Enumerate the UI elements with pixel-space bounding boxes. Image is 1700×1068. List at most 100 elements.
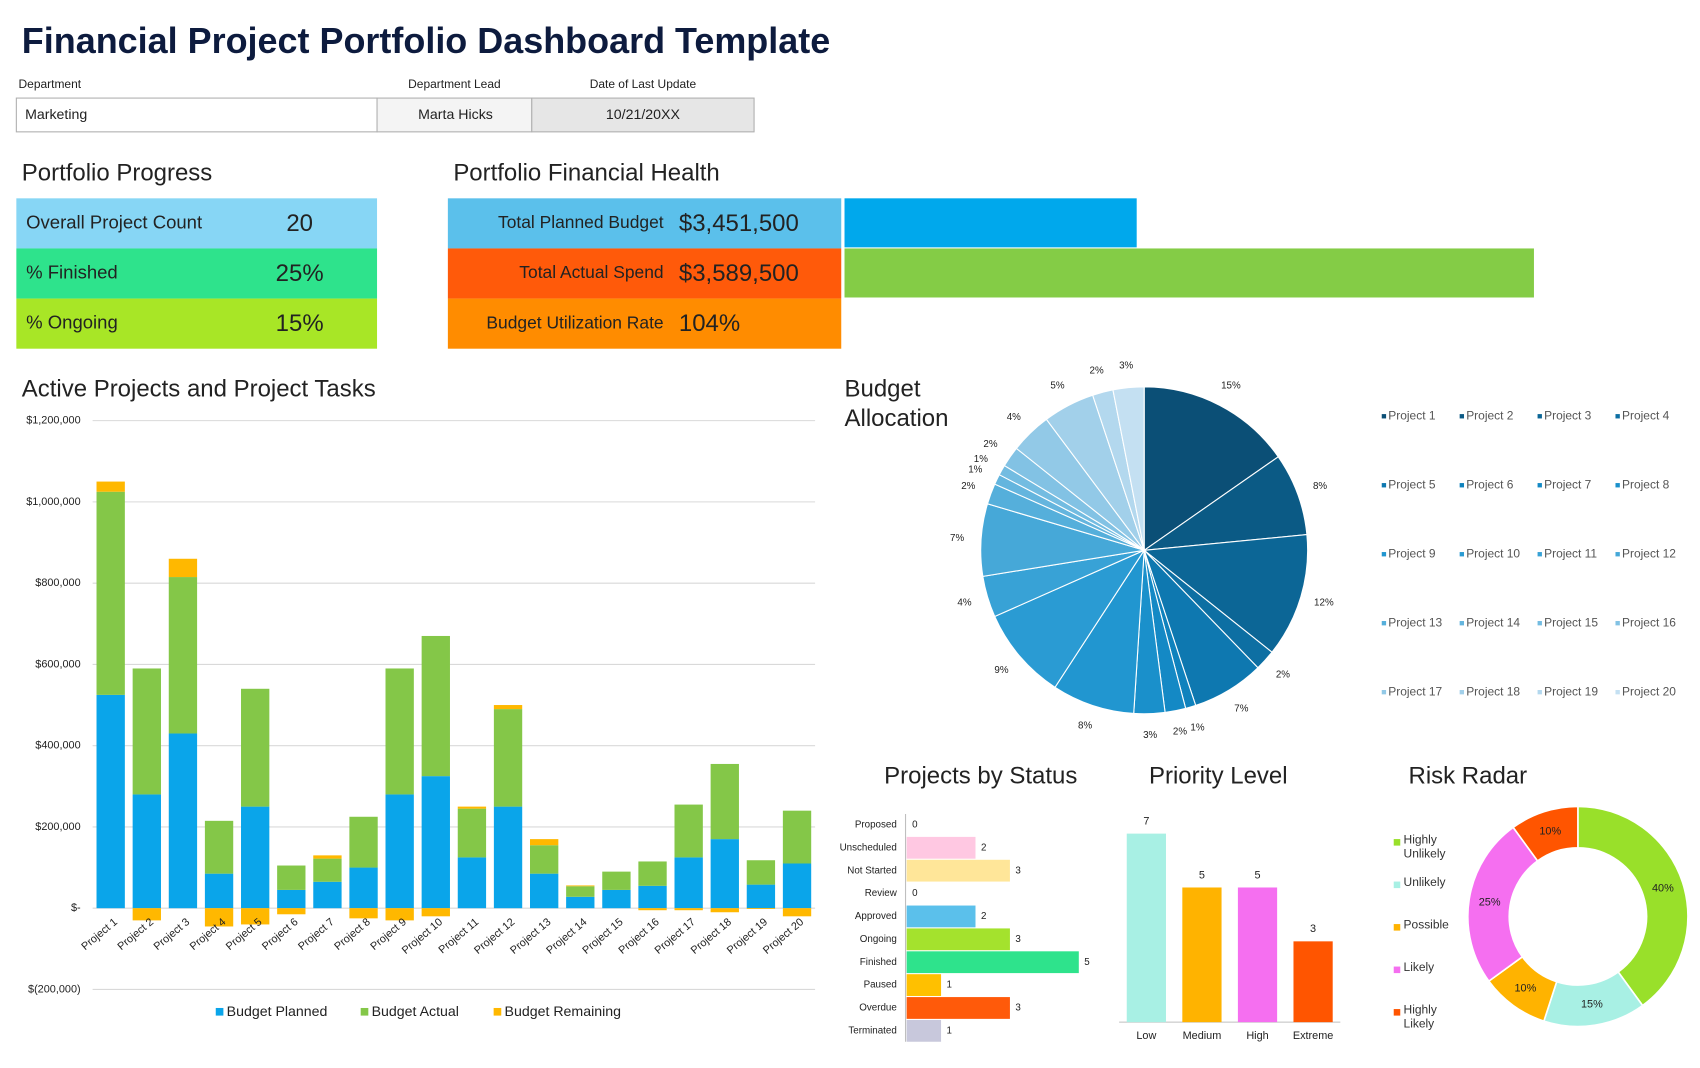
legend-swatch <box>1537 621 1542 626</box>
bar <box>906 1019 942 1042</box>
legend-label: Project 14 <box>1466 615 1520 629</box>
bar-segment <box>241 688 270 807</box>
kpi-row <box>16 298 378 349</box>
bar-segment <box>457 808 487 858</box>
legend-swatch <box>1615 483 1620 488</box>
legend-swatch <box>215 1007 224 1016</box>
value-label: 1 <box>947 980 952 991</box>
slice-label: 2% <box>961 481 975 492</box>
bar-segment <box>710 839 739 909</box>
x-tick-label: Project 2 <box>115 916 156 953</box>
legend-swatch <box>1459 414 1465 419</box>
bar-segment <box>638 908 667 911</box>
legend-label: Budget Planned <box>227 1004 328 1020</box>
bar-segment <box>602 871 631 890</box>
bar-segment <box>566 896 595 909</box>
legend-label: Project 17 <box>1388 684 1442 698</box>
legend-swatch <box>1393 924 1401 931</box>
legend-swatch <box>1537 483 1542 488</box>
x-tick-label: Project 1 <box>79 916 120 953</box>
bar <box>1126 833 1166 1023</box>
bar-segment <box>493 709 523 807</box>
slice-label: 40% <box>1652 883 1674 895</box>
legend-label: Budget Remaining <box>505 1004 621 1020</box>
value-label: 3 <box>1015 865 1021 876</box>
bar <box>906 905 976 928</box>
legend-swatch <box>1393 881 1401 889</box>
bar-segment <box>746 908 776 909</box>
category-label: Unscheduled <box>840 842 897 853</box>
bar-segment <box>674 804 703 858</box>
bar <box>1293 941 1333 1023</box>
section-title: Portfolio Progress <box>22 160 213 187</box>
y-tick-label: $600,000 <box>35 658 80 670</box>
kpi-value: $3,589,500 <box>679 260 799 287</box>
chart-title: Projects by Status <box>884 762 1077 789</box>
category-label: Review <box>865 888 898 899</box>
bar-segment <box>168 577 198 734</box>
legend-label: Project 20 <box>1622 684 1676 698</box>
field-value: Marketing <box>25 107 87 123</box>
bar-segment <box>277 908 306 915</box>
category-label: Approved <box>855 911 897 922</box>
bar <box>906 836 976 859</box>
field-label: Date of Last Update <box>590 77 697 91</box>
legend-label: Project 9 <box>1388 546 1436 560</box>
legend-label: Project 1 <box>1388 408 1436 422</box>
kpi-label: Total Planned Budget <box>498 212 664 232</box>
pie-slice <box>994 549 1146 689</box>
bar-segment <box>421 908 450 917</box>
bar-segment <box>349 867 378 909</box>
slice-label: 5% <box>1050 381 1064 392</box>
legend-swatch <box>1615 552 1620 557</box>
donut-slice <box>1577 805 1689 1007</box>
x-tick-label: Project 7 <box>296 916 337 953</box>
bar-segment <box>421 635 450 777</box>
legend-label: Project 18 <box>1466 684 1520 698</box>
kpi-row <box>16 198 378 249</box>
bar-segment <box>638 885 667 909</box>
kpi-value: $3,451,500 <box>679 210 799 237</box>
legend-label-box: Possible <box>1404 919 1449 932</box>
bar <box>1237 887 1278 1023</box>
legend-label: Project 6 <box>1466 477 1514 491</box>
bar-segment <box>385 668 414 795</box>
y-tick-label: $(200,000) <box>28 983 81 995</box>
value-label: 3 <box>1015 1003 1021 1014</box>
slice-label: 1% <box>1190 722 1204 733</box>
bar-segment <box>241 806 270 909</box>
x-tick-label: Project 8 <box>332 916 373 953</box>
legend-label: Likely <box>1403 961 1435 975</box>
legend-swatch <box>1537 689 1542 695</box>
bar-segment <box>493 806 523 909</box>
kpi-row <box>447 198 842 249</box>
legend-label: Unlikely <box>1403 876 1446 890</box>
bar-segment <box>530 873 559 909</box>
pie-slice <box>1143 386 1280 552</box>
bar-segment <box>132 668 161 795</box>
page-title: Financial Project Portfolio Dashboard Te… <box>22 20 830 61</box>
bar-segment <box>530 839 559 846</box>
field-cell <box>15 97 378 133</box>
budget-bar <box>844 248 1534 298</box>
category-label: Terminated <box>848 1025 896 1036</box>
x-tick-label: Project 3 <box>152 916 193 953</box>
bar <box>906 859 1010 882</box>
slice-label: 7% <box>950 533 964 544</box>
chart-title-box: Budget Allocation <box>845 375 949 432</box>
legend-swatch <box>360 1007 369 1016</box>
legend-swatch <box>1393 1009 1401 1016</box>
bar-segment <box>168 733 198 909</box>
category-label: Extreme <box>1293 1030 1333 1042</box>
legend-label: Project 19 <box>1544 684 1598 698</box>
y-tick-label: $- <box>71 902 81 914</box>
legend-swatch <box>1381 483 1387 488</box>
donut-slice <box>1512 805 1579 863</box>
legend-label-box: Unlikely <box>1403 876 1446 890</box>
bar-segment <box>204 873 234 909</box>
legend-swatch <box>1459 483 1465 488</box>
legend-swatch <box>493 1007 502 1016</box>
slice-label: 3% <box>1143 730 1157 741</box>
bar-segment <box>782 810 812 864</box>
bar-segment <box>204 908 234 927</box>
